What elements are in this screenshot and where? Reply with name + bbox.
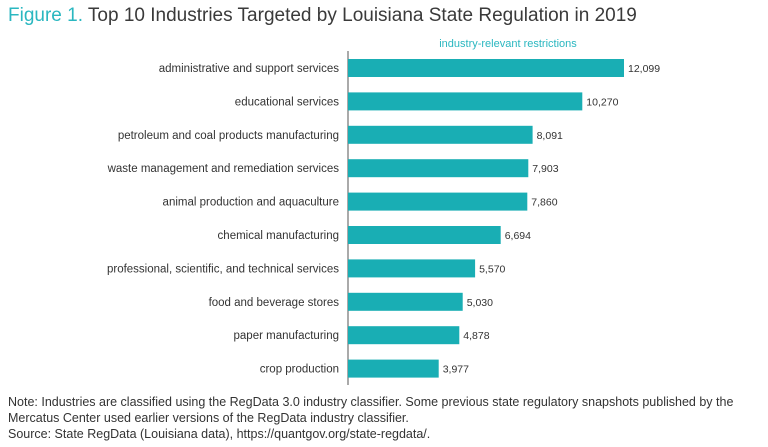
title-text: Top 10 Industries Targeted by Louisiana …	[87, 5, 637, 26]
value-label: 3,977	[443, 364, 469, 376]
bar	[348, 159, 529, 178]
value-label: 8,091	[537, 130, 563, 142]
value-label: 4,878	[463, 330, 489, 342]
category-label: crop production	[260, 364, 339, 376]
category-label: administrative and support services	[159, 63, 339, 75]
value-label: 12,099	[628, 63, 660, 75]
bar	[348, 226, 501, 244]
chart-title: Figure 1. Top 10 Industries Targeted by …	[8, 4, 637, 28]
bar-chart: industry-relevant restrictions administr…	[107, 38, 661, 385]
category-label: petroleum and coal products manufacturin…	[118, 130, 339, 142]
category-label: chemical manufacturing	[218, 230, 339, 242]
bars-group	[348, 59, 624, 378]
bar	[348, 292, 463, 311]
category-label: paper manufacturing	[234, 330, 339, 342]
bar	[348, 359, 439, 378]
bar	[348, 125, 533, 144]
figure-label: Figure 1.	[8, 5, 83, 26]
value-label: 5,030	[467, 297, 493, 309]
bar	[348, 259, 476, 278]
bar	[348, 92, 583, 111]
series-legend-label: industry-relevant restrictions	[439, 38, 577, 50]
source-text: Source: State RegData (Louisiana data), …	[8, 427, 431, 441]
value-label: 7,903	[532, 163, 558, 175]
category-label: animal production and aquaculture	[163, 197, 339, 209]
value-labels-group: 12,099 10,270 8,091 7,903 7,860 6,694 5,570 5,0…	[443, 63, 661, 376]
value-label: 7,860	[531, 197, 557, 209]
value-label: 10,270	[586, 96, 618, 108]
category-label: professional, scientific, and technical …	[107, 263, 339, 275]
note-text: Note: Industries are classified using th…	[8, 395, 734, 425]
footnote: Note: Industries are classified using th…	[8, 394, 760, 442]
value-label: 6,694	[505, 230, 531, 242]
category-label: food and beverage stores	[209, 297, 340, 309]
bar	[348, 326, 460, 345]
bar	[348, 59, 624, 77]
category-label: educational services	[235, 96, 339, 108]
bar	[348, 192, 528, 211]
category-labels-group: administrative and support services educa…	[107, 63, 340, 376]
value-label: 5,570	[479, 263, 505, 275]
category-label: waste management and remediation service…	[107, 163, 340, 175]
